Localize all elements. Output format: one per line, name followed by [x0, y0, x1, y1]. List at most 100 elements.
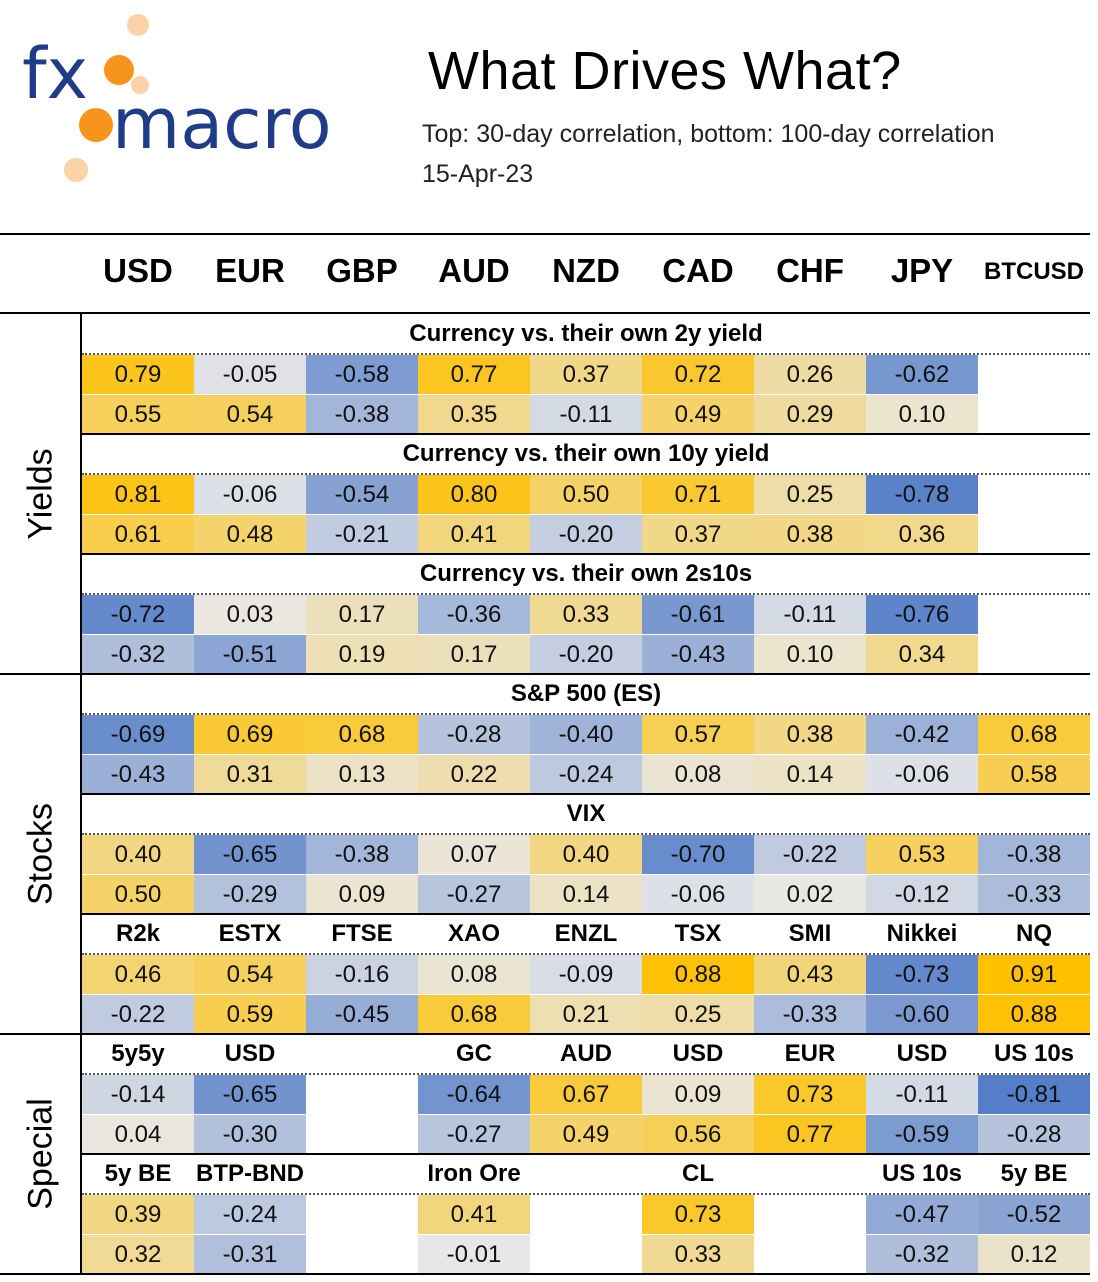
- page-subtitle: Top: 30-day correlation, bottom: 100-day…: [422, 120, 995, 148]
- logo-dot: [127, 14, 149, 36]
- correlation-cell-100d: 0.68: [418, 995, 530, 1034]
- correlation-cell-100d: 0.77: [754, 1115, 866, 1154]
- correlation-cell-100d: -0.12: [866, 875, 978, 914]
- correlation-cell-30d: -0.58: [306, 355, 418, 394]
- correlation-cell-30d: -0.65: [194, 835, 306, 874]
- correlation-cell-100d: 0.41: [418, 515, 530, 554]
- block-label: CL: [682, 1160, 714, 1187]
- column-header-chf: CHF: [776, 252, 844, 289]
- row-divider-dotted: [82, 953, 1090, 955]
- row-divider: [0, 233, 1090, 235]
- correlation-cell-30d: 0.88: [642, 955, 754, 994]
- row-divider: [0, 312, 1090, 314]
- correlation-cell-100d: 0.37: [642, 515, 754, 554]
- correlation-cell-30d: -0.36: [418, 595, 530, 634]
- correlation-cell-30d: -0.65: [194, 1075, 306, 1114]
- block-title: S&P 500 (ES): [510, 680, 662, 707]
- correlation-cell-100d: 0.04: [82, 1115, 194, 1154]
- correlation-cell-100d: 0.50: [82, 875, 194, 914]
- logo-text-fx: fx: [22, 33, 88, 115]
- correlation-cell-100d: 0.10: [754, 635, 866, 674]
- correlation-cell-30d: 0.43: [754, 955, 866, 994]
- correlation-cell-30d: 0.91: [978, 955, 1090, 994]
- correlation-cell-100d: -0.51: [194, 635, 306, 674]
- row-divider-dotted: [82, 473, 1090, 475]
- correlation-cell-30d: -0.64: [418, 1075, 530, 1114]
- group-label-text: Yields: [21, 448, 60, 540]
- correlation-cell-100d: 0.54: [194, 395, 306, 434]
- correlation-cell-30d: 0.80: [418, 475, 530, 514]
- correlation-cell-100d: -0.27: [418, 1115, 530, 1154]
- correlation-cell-30d: -0.28: [418, 715, 530, 754]
- row-divider-dotted: [82, 833, 1090, 835]
- correlation-cell-100d: -0.45: [306, 995, 418, 1034]
- correlation-cell-100d: -0.27: [418, 875, 530, 914]
- page-title: What Drives What?: [428, 41, 902, 101]
- correlation-cell-30d: 0.69: [194, 715, 306, 754]
- correlation-cell-100d: -0.31: [194, 1235, 306, 1274]
- group-label-stocks: Stocks: [0, 674, 82, 1034]
- correlation-cell-100d: -0.30: [194, 1115, 306, 1154]
- logo-dot: [64, 158, 88, 182]
- group-separator: [80, 313, 82, 1274]
- correlation-cell-100d: -0.33: [978, 875, 1090, 914]
- correlation-cell-30d: -0.40: [530, 715, 642, 754]
- correlation-cell-30d: -0.14: [82, 1075, 194, 1114]
- row-divider: [0, 673, 82, 675]
- logo-dot: [131, 76, 149, 94]
- correlation-cell-100d: 0.56: [642, 1115, 754, 1154]
- group-label-text: Stocks: [21, 802, 60, 906]
- correlation-cell-100d: -0.21: [306, 515, 418, 554]
- correlation-cell-30d: -0.11: [866, 1075, 978, 1114]
- correlation-cell-100d: 0.49: [642, 395, 754, 434]
- correlation-cell-30d: 0.39: [82, 1195, 194, 1234]
- row-divider-dotted: [82, 353, 1090, 355]
- row-divider-dotted: [82, 593, 1090, 595]
- correlation-cell-100d: -0.60: [866, 995, 978, 1034]
- block-label: R2k: [115, 920, 161, 947]
- correlation-cell-30d: -0.47: [866, 1195, 978, 1234]
- correlation-cell-100d: 0.32: [82, 1235, 194, 1274]
- correlation-cell-100d: 0.88: [978, 995, 1090, 1034]
- row-divider: [82, 673, 1090, 675]
- correlation-cell-100d: -0.59: [866, 1115, 978, 1154]
- block-label: XAO: [447, 920, 500, 947]
- correlation-cell-30d: 0.41: [418, 1195, 530, 1234]
- correlation-cell-30d: 0.03: [194, 595, 306, 634]
- correlation-cell-30d: -0.52: [978, 1195, 1090, 1234]
- correlation-cell-30d: 0.08: [418, 955, 530, 994]
- block-label: GC: [456, 1040, 492, 1067]
- correlation-cell-30d: 0.68: [978, 715, 1090, 754]
- correlation-cell-30d: -0.06: [194, 475, 306, 514]
- correlation-cell-100d: 0.49: [530, 1115, 642, 1154]
- correlation-cell-100d: 0.48: [194, 515, 306, 554]
- block-label: ENZL: [554, 920, 618, 947]
- correlation-cell-30d: 0.40: [530, 835, 642, 874]
- correlation-cell-30d: -0.81: [978, 1075, 1090, 1114]
- correlation-cell-30d: 0.40: [82, 835, 194, 874]
- correlation-cell-30d: -0.05: [194, 355, 306, 394]
- correlation-cell-30d: 0.50: [530, 475, 642, 514]
- block-label: 5y BE: [1000, 1160, 1068, 1187]
- block-label: USD: [896, 1040, 948, 1067]
- column-header-jpy: JPY: [890, 252, 954, 289]
- correlation-cell-30d: 0.68: [306, 715, 418, 754]
- block-label: Iron Ore: [427, 1160, 521, 1187]
- correlation-cell-100d: 0.33: [642, 1235, 754, 1274]
- correlation-cell-100d: 0.10: [866, 395, 978, 434]
- column-header-nzd: NZD: [552, 252, 620, 289]
- correlation-cell-100d: -0.20: [530, 635, 642, 674]
- correlation-cell-30d: -0.11: [754, 595, 866, 634]
- block-label: 5y BE: [104, 1160, 172, 1187]
- correlation-cell-30d: -0.73: [866, 955, 978, 994]
- correlation-cell-100d: 0.59: [194, 995, 306, 1034]
- group-label-special: Special: [0, 1034, 82, 1274]
- correlation-cell-100d: 0.61: [82, 515, 194, 554]
- row-divider: [82, 913, 1090, 915]
- column-header-usd: USD: [103, 252, 173, 289]
- correlation-cell-100d: 0.12: [978, 1235, 1090, 1274]
- correlation-cell-100d: 0.55: [82, 395, 194, 434]
- block-title: VIX: [566, 800, 606, 827]
- correlation-cell-100d: 0.21: [530, 995, 642, 1034]
- block-label: 5y5y: [111, 1040, 165, 1067]
